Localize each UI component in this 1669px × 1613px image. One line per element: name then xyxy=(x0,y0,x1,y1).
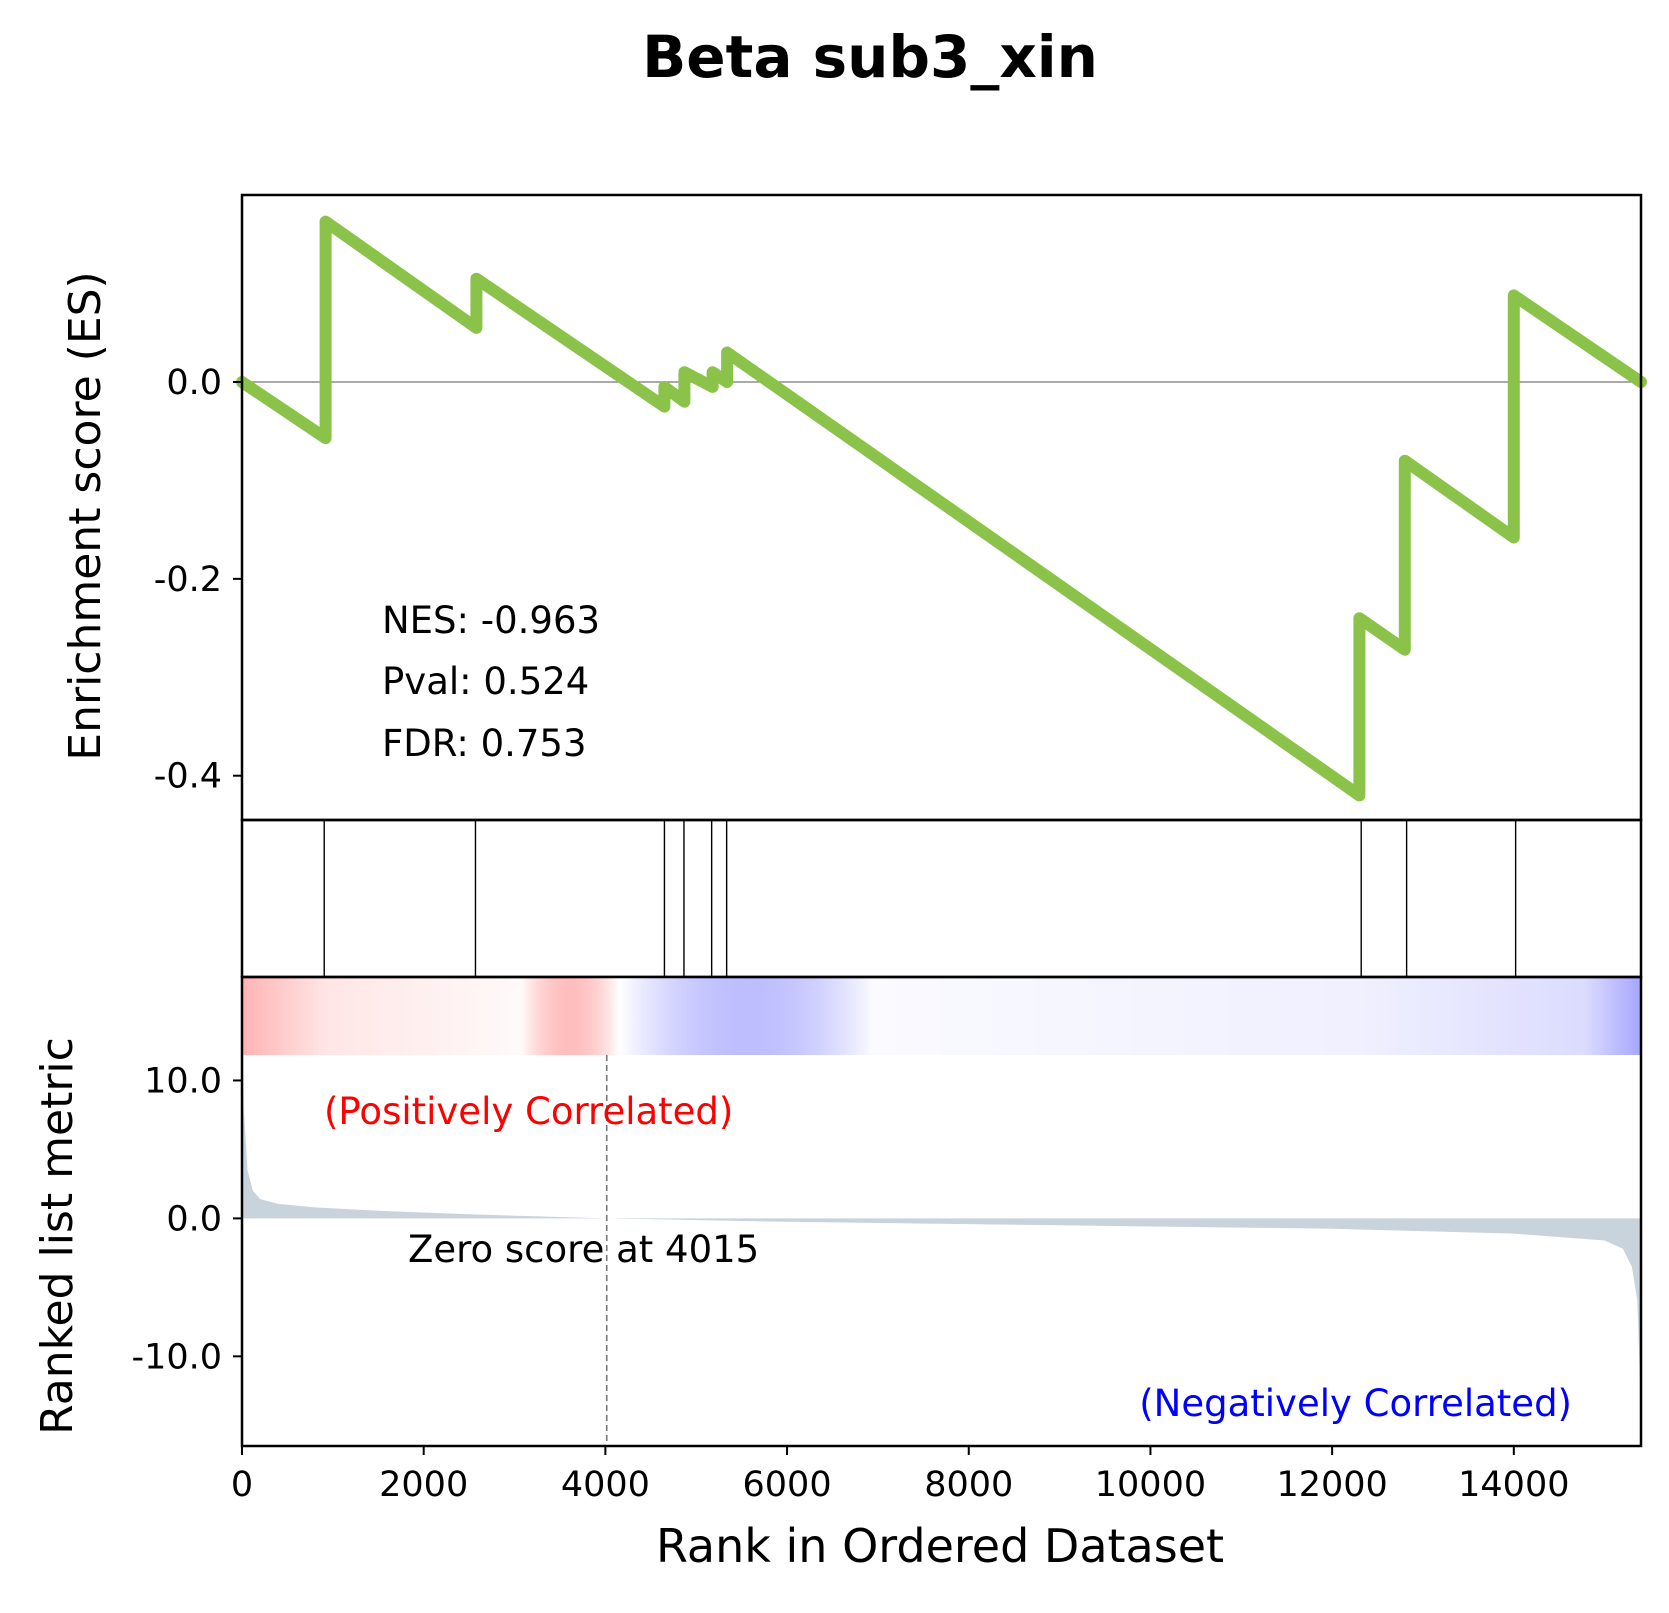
es-y-tick-label: -0.2 xyxy=(154,560,222,600)
es-axis-label: Enrichment score (ES) xyxy=(60,271,111,760)
x-tick-label: 0 xyxy=(231,1465,253,1505)
metric-y-tick-label: 0.0 xyxy=(166,1199,222,1239)
metric-axis-label: Ranked list metric xyxy=(32,1037,83,1435)
es-stats: NES: -0.963 Pval: 0.524 FDR: 0.753 xyxy=(382,599,600,765)
zero-score-label: Zero score at 4015 xyxy=(408,1228,759,1271)
hits-panel xyxy=(240,818,1643,979)
es-curve xyxy=(236,215,1647,802)
metric-panel-frame xyxy=(240,975,1643,1448)
fdr-label: FDR: 0.753 xyxy=(382,722,587,765)
hits-panel-frame xyxy=(240,818,1643,979)
nes-label: NES: -0.963 xyxy=(382,599,600,642)
x-tick-label: 10000 xyxy=(1095,1465,1206,1505)
es-y-tick-label: 0.0 xyxy=(166,363,222,403)
x-axis-ticks: 0 2000 4000 6000 8000 10000 12000 14000 xyxy=(231,1446,1569,1505)
metric-panel: (Positively Correlated) Zero score at 40… xyxy=(131,975,1643,1448)
positively-correlated-label: (Positively Correlated) xyxy=(324,1090,733,1133)
es-y-tick-label: -0.4 xyxy=(154,757,222,797)
chart-title: Beta sub3_xin xyxy=(642,23,1098,91)
x-tick-label: 2000 xyxy=(379,1465,468,1505)
pval-label: Pval: 0.524 xyxy=(382,660,589,703)
metric-y-ticks: 10.0 0.0 -10.0 xyxy=(131,1061,242,1377)
negatively-correlated-label: (Negatively Correlated) xyxy=(1139,1382,1572,1425)
metric-y-tick-label: 10.0 xyxy=(144,1061,222,1101)
x-tick-label: 8000 xyxy=(924,1465,1013,1505)
es-y-ticks: 0.0 -0.2 -0.4 xyxy=(154,363,242,797)
rank-colorbar xyxy=(242,977,1641,1055)
x-tick-label: 12000 xyxy=(1276,1465,1387,1505)
x-axis-label: Rank in Ordered Dataset xyxy=(656,1519,1224,1573)
x-tick-label: 14000 xyxy=(1458,1465,1569,1505)
ranked-metric-fill xyxy=(242,1004,1641,1446)
es-panel: 0.0 -0.2 -0.4 NES: -0.963 Pval: 0.524 FDR:… xyxy=(154,193,1647,822)
x-tick-label: 6000 xyxy=(743,1465,832,1505)
hit-lines xyxy=(323,820,1517,977)
metric-y-tick-label: -10.0 xyxy=(131,1337,222,1377)
x-tick-label: 4000 xyxy=(561,1465,650,1505)
